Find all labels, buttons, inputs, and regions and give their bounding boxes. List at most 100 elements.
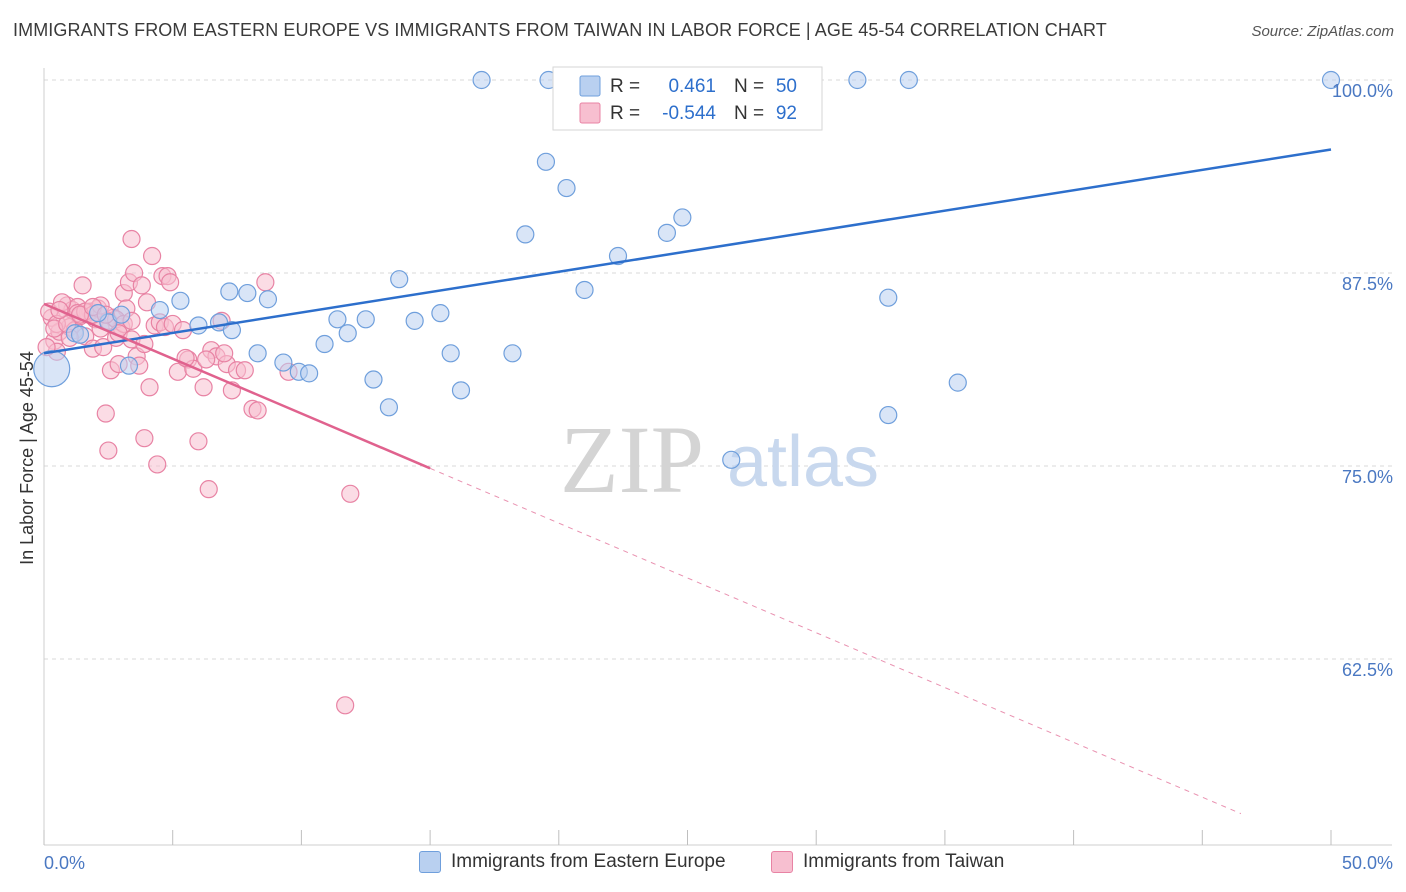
data-point	[238, 283, 257, 303]
watermark: ZIP atlas	[560, 406, 879, 513]
y-tick-label: 75.0%	[1342, 467, 1393, 487]
data-point	[441, 344, 460, 363]
data-point	[451, 381, 471, 400]
source-credit: Source: ZipAtlas.com	[1251, 23, 1394, 40]
data-point	[1321, 70, 1341, 90]
legend-swatch-blue	[579, 75, 601, 97]
data-point	[516, 225, 535, 244]
data-point	[99, 441, 118, 460]
data-point	[122, 229, 141, 249]
tick-labels: 62.5% 75.0% 87.5% 100.0% 0.0% 50.0%	[44, 81, 1393, 873]
data-point	[431, 304, 450, 323]
trend-lines	[43, 148, 1332, 815]
data-point	[189, 432, 208, 451]
x-tick-label: 0.0%	[44, 853, 85, 873]
data-point	[300, 364, 319, 383]
data-point	[70, 325, 90, 344]
legend-label-taiwan: Immigrants from Taiwan	[803, 851, 1005, 872]
y-tick-label: 100.0%	[1332, 81, 1393, 101]
data-point	[336, 696, 355, 715]
data-point	[33, 350, 71, 388]
data-point	[673, 208, 692, 227]
legend-r-value: 0.461	[668, 76, 716, 97]
legend-r-label: R =	[610, 76, 640, 97]
data-point	[356, 310, 375, 329]
data-point	[536, 152, 556, 171]
y-axis-label: In Labor Force | Age 45-54	[17, 351, 37, 565]
chart-title: IMMIGRANTS FROM EASTERN EUROPE VS IMMIGR…	[13, 20, 1107, 40]
gridlines	[44, 79, 1392, 660]
data-point	[88, 304, 108, 323]
watermark-atlas: atlas	[727, 422, 879, 502]
data-point	[722, 450, 741, 469]
data-point	[143, 246, 162, 266]
data-point	[575, 280, 594, 300]
data-point	[112, 305, 131, 324]
data-point	[315, 334, 334, 354]
data-point	[215, 344, 234, 363]
data-point	[848, 70, 867, 90]
data-point	[328, 310, 347, 329]
data-point	[948, 373, 967, 392]
data-point	[390, 270, 409, 289]
data-point	[150, 300, 169, 320]
data-point	[140, 378, 159, 397]
legend-n-label: N =	[734, 103, 764, 124]
data-point	[248, 344, 267, 363]
series-taiwan-points	[37, 229, 360, 715]
data-point	[258, 290, 278, 309]
data-point	[73, 276, 92, 295]
data-point	[899, 70, 918, 90]
data-point	[256, 273, 275, 292]
trend-line-taiwan	[43, 302, 431, 470]
data-point	[220, 282, 239, 301]
legend-label-eastern-europe: Immigrants from Eastern Europe	[451, 851, 726, 872]
legend-n-value: 92	[776, 103, 797, 124]
data-point	[657, 223, 677, 242]
legend-r-label: R =	[610, 103, 640, 124]
x-tick-label: 50.0%	[1342, 853, 1393, 873]
y-tick-label: 87.5%	[1342, 274, 1393, 294]
legend-swatch-eastern-europe	[419, 851, 441, 873]
data-point	[171, 291, 190, 310]
data-point	[161, 273, 180, 292]
data-point	[248, 401, 267, 420]
trend-line-taiwan-extension	[429, 467, 1242, 815]
data-point	[557, 178, 576, 198]
stats-legend: R = 0.461 N = 50 R = -0.544 N = 92	[552, 66, 823, 131]
legend-n-value: 50	[776, 76, 797, 97]
axes	[43, 68, 1392, 846]
data-point	[222, 321, 242, 340]
data-point	[274, 353, 293, 372]
data-point	[96, 404, 115, 423]
watermark-zip: ZIP	[560, 406, 704, 513]
data-point	[379, 398, 399, 417]
data-point	[341, 484, 360, 503]
data-point	[119, 356, 139, 375]
data-point	[132, 276, 151, 295]
data-point	[405, 311, 424, 330]
data-point	[503, 344, 522, 363]
legend-swatch-taiwan	[771, 851, 793, 873]
data-point	[338, 324, 357, 343]
data-point	[235, 361, 254, 380]
data-point	[879, 405, 898, 425]
legend-swatch-pink	[579, 102, 601, 124]
legend-item-eastern-europe[interactable]: Immigrants from Eastern Europe	[419, 851, 726, 873]
data-point	[189, 316, 208, 335]
data-point	[197, 350, 216, 369]
trend-line-eastern-europe	[43, 148, 1332, 355]
legend-n-label: N =	[734, 76, 764, 97]
legend-item-taiwan[interactable]: Immigrants from Taiwan	[771, 851, 1004, 873]
data-point	[364, 370, 383, 389]
data-point	[194, 378, 213, 397]
data-point	[879, 288, 898, 307]
data-point	[135, 429, 154, 448]
data-point	[608, 246, 628, 266]
data-point	[148, 455, 167, 474]
y-tick-label: 62.5%	[1342, 660, 1393, 680]
series-legend: Immigrants from Eastern Europe Immigrant…	[0, 851, 1406, 879]
data-point	[199, 480, 218, 499]
legend-r-value: -0.544	[662, 103, 716, 124]
